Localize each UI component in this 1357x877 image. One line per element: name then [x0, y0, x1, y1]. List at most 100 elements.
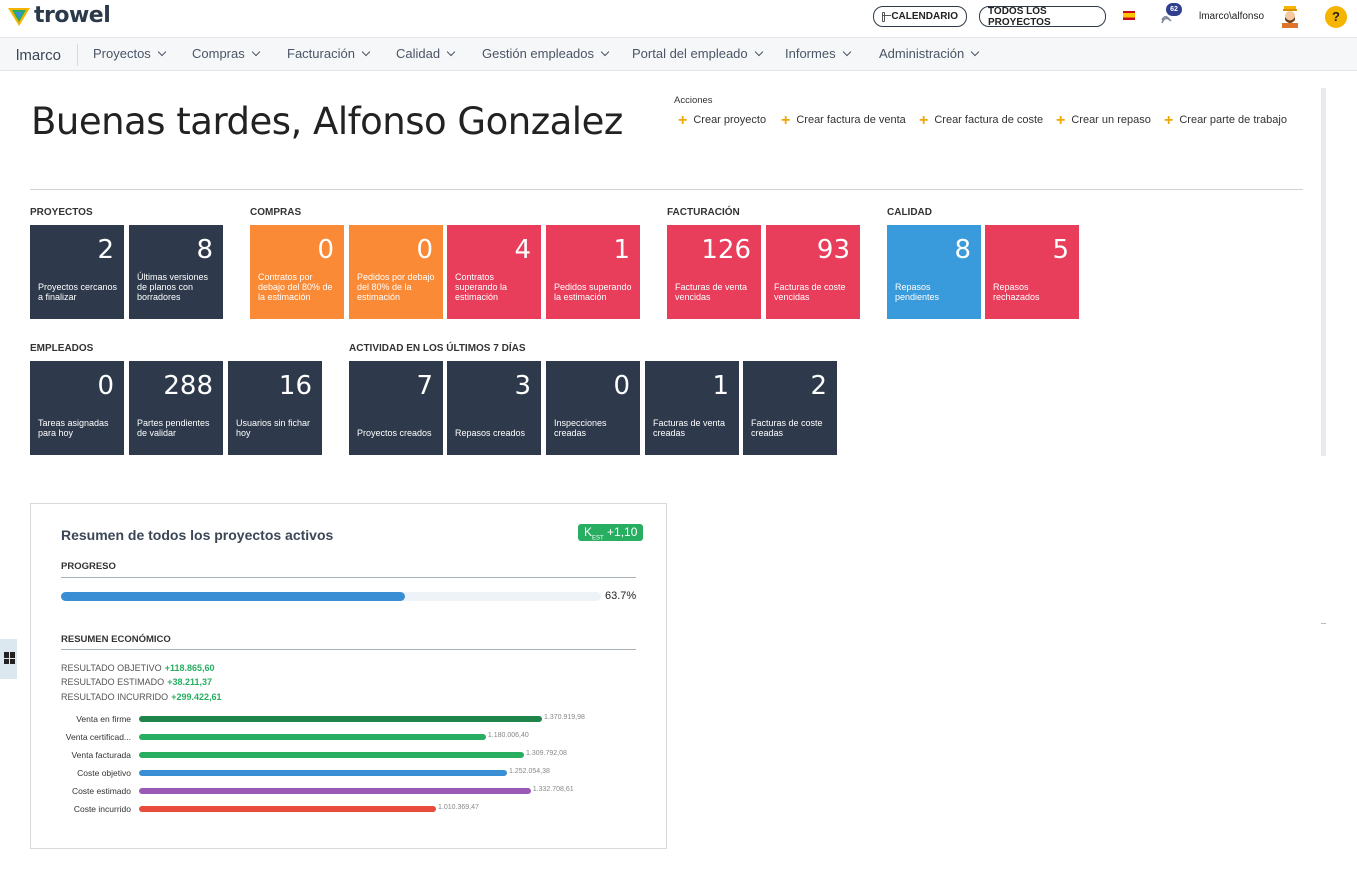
tile-label: Facturas de coste vencidas — [774, 282, 846, 302]
create-sales-invoice-action[interactable]: + Crear factura de venta — [781, 111, 906, 129]
user-name[interactable]: lmarco\alfonso — [1199, 11, 1265, 22]
progress-bar — [61, 592, 601, 601]
nav-item-label: Compras — [192, 46, 245, 61]
side-tab[interactable] — [0, 639, 17, 679]
create-work-report-action[interactable]: + Crear parte de trabajo — [1164, 111, 1287, 129]
economic-bar-row: Venta en firme 1.370.919,98 — [61, 713, 641, 725]
kest-prefix: K — [584, 525, 593, 539]
help-button[interactable]: ? — [1325, 6, 1347, 28]
tile-label: Partes pendientes de validar — [137, 418, 210, 438]
tile-value: 0 — [317, 235, 334, 265]
nav-item-label: Gestión empleados — [482, 46, 595, 61]
tile-value: 0 — [613, 371, 630, 401]
section-title-empleados: EMPLEADOS — [30, 343, 94, 354]
tile-facturas-coste-vencidas[interactable]: 93 Facturas de coste vencidas — [766, 225, 860, 319]
logo[interactable]: trowel — [6, 2, 111, 28]
create-cost-invoice-action[interactable]: + Crear factura de coste — [919, 112, 1043, 128]
tile-contratos-superando[interactable]: 4 Contratos superando la estimación — [447, 225, 541, 319]
tile-label: Proyectos creados — [357, 428, 432, 438]
chevron-down-icon — [157, 47, 167, 57]
tile-value: 16 — [278, 371, 312, 401]
tile-proyectos-cercanos[interactable]: 2 Proyectos cercanos a finalizar — [30, 225, 124, 319]
section-title-compras: COMPRAS — [250, 207, 302, 218]
tile-inspecciones-creadas[interactable]: 0 Inspecciones creadas — [546, 361, 640, 455]
kest-value: +1,10 — [607, 525, 638, 539]
section-title-facturacion: FACTURACIÓN — [667, 207, 740, 218]
tile-value: 2 — [97, 235, 114, 265]
tile-label: Facturas de coste creadas — [751, 418, 823, 438]
tile-label: Facturas de venta vencidas — [675, 282, 748, 302]
tile-label: Inspecciones creadas — [554, 418, 607, 438]
nav-item-label: Informes — [785, 46, 836, 61]
nav-item-proyectos[interactable]: Proyectos — [93, 46, 167, 61]
tile-value: 7 — [416, 371, 433, 401]
plus-icon: + — [1164, 111, 1174, 129]
tile-ultimas-versiones[interactable]: 8 Últimas versiones de planos con borrado… — [129, 225, 223, 319]
nav-brand[interactable]: lmarco — [16, 47, 62, 64]
spain-flag-icon[interactable] — [1123, 11, 1135, 20]
avatar[interactable] — [1280, 4, 1300, 28]
summary-title: Resumen de todos los proyectos activos — [61, 527, 334, 543]
result-label: RESULTADO OBJETIVO — [61, 663, 162, 673]
chevron-down-icon — [842, 47, 851, 57]
section-title-proyectos: PROYECTOS — [30, 207, 93, 218]
tile-repasos-creados[interactable]: 3 Repasos creados — [447, 361, 541, 455]
nav-item-administracion[interactable]: Administración — [879, 46, 980, 61]
nav-item-label: Proyectos — [93, 46, 151, 61]
nav-item-gestion-empleados[interactable]: Gestión empleados — [482, 46, 610, 61]
top-bar: trowel CALENDARIO TODOS LOS PROYECTOS 62… — [0, 0, 1357, 36]
tile-label: Proyectos cercanos a finalizar — [38, 282, 118, 302]
notifications-icon — [1161, 16, 1172, 24]
tile-facturas-venta-vencidas[interactable]: 126 Facturas de venta vencidas — [667, 225, 761, 319]
tile-pedidos-superando[interactable]: 1 Pedidos superando la estimación — [546, 225, 640, 319]
tile-label: Pedidos superando la estimación — [554, 282, 632, 302]
progress-divider — [61, 577, 636, 578]
scrollbar[interactable] — [1321, 88, 1326, 456]
summary-card: Resumen de todos los proyectos activos K… — [30, 503, 667, 849]
progress-percent: 63.7% — [605, 590, 637, 602]
create-project-action[interactable]: + Crear proyecto — [678, 112, 766, 128]
tile-repasos-rechazados[interactable]: 5 Repasos rechazados — [985, 225, 1079, 319]
economic-bar-value: 1.309.792,08 — [526, 750, 567, 757]
tile-facturas-venta-creadas[interactable]: 1 Facturas de venta creadas — [645, 361, 739, 455]
tile-repasos-pendientes[interactable]: 8 Repasos pendientes — [887, 225, 981, 319]
economic-bar-label: Venta certificad... — [65, 732, 131, 742]
tile-usuarios-sin-fichar[interactable]: 16 Usuarios sin fichar hoy — [228, 361, 322, 455]
tile-pedidos-debajo[interactable]: 0 Pedidos por debajo del 80% de la estima… — [349, 225, 443, 319]
nav-item-facturacion[interactable]: Facturación — [287, 46, 371, 61]
nav-item-calidad[interactable]: Calidad — [396, 46, 456, 61]
tile-label: Pedidos por debajo del 80% de la estimac… — [357, 272, 435, 302]
tile-contratos-debajo[interactable]: 0 Contratos por debajo del 80% de la esti… — [250, 225, 344, 319]
tile-label: Contratos superando la estimación — [455, 272, 508, 302]
calendar-icon — [882, 11, 892, 22]
notifications-button[interactable]: 62 — [1159, 3, 1182, 26]
tile-partes-pendientes[interactable]: 288 Partes pendientes de validar — [129, 361, 223, 455]
action-label: Crear factura de venta — [796, 114, 906, 126]
tile-proyectos-creados[interactable]: 7 Proyectos creados — [349, 361, 443, 455]
economic-bar — [139, 806, 436, 812]
plus-icon: + — [781, 111, 791, 129]
all-projects-button[interactable]: TODOS LOS PROYECTOS — [979, 6, 1106, 28]
economic-bar-row: Coste incurrido 1.010.369,47 — [61, 803, 641, 815]
nav-item-informes[interactable]: Informes — [785, 46, 851, 61]
chevron-down-icon — [600, 47, 610, 57]
economic-bar-row: Venta facturada 1.309.792,08 — [61, 749, 641, 761]
create-review-action[interactable]: + Crear un repaso — [1056, 112, 1151, 128]
windows-icon — [4, 652, 16, 664]
nav-item-portal-empleado[interactable]: Portal del empleado — [632, 46, 763, 61]
tile-value: 4 — [514, 235, 531, 265]
tile-value: 1 — [712, 371, 729, 401]
tile-facturas-coste-creadas[interactable]: 2 Facturas de coste creadas — [743, 361, 837, 455]
economic-bar-value: 1.010.369,47 — [438, 804, 479, 811]
calendar-button[interactable]: CALENDARIO — [873, 6, 967, 27]
section-title-actividad: ACTIVIDAD EN LOS ÚLTIMOS 7 DÍAS — [349, 343, 526, 354]
progress-fill — [61, 592, 405, 601]
economic-bar-value: 1.252.054,38 — [509, 768, 550, 775]
economic-title: RESUMEN ECONÓMICO — [61, 634, 171, 645]
nav-item-compras[interactable]: Compras — [192, 46, 260, 61]
tile-value: 93 — [816, 235, 850, 265]
tile-label: Repasos pendientes — [895, 282, 940, 302]
tile-label: Últimas versiones de planos con borrador… — [137, 272, 209, 302]
tile-tareas-asignadas[interactable]: 0 Tareas asignadas para hoy — [30, 361, 124, 455]
tile-value: 0 — [97, 371, 114, 401]
